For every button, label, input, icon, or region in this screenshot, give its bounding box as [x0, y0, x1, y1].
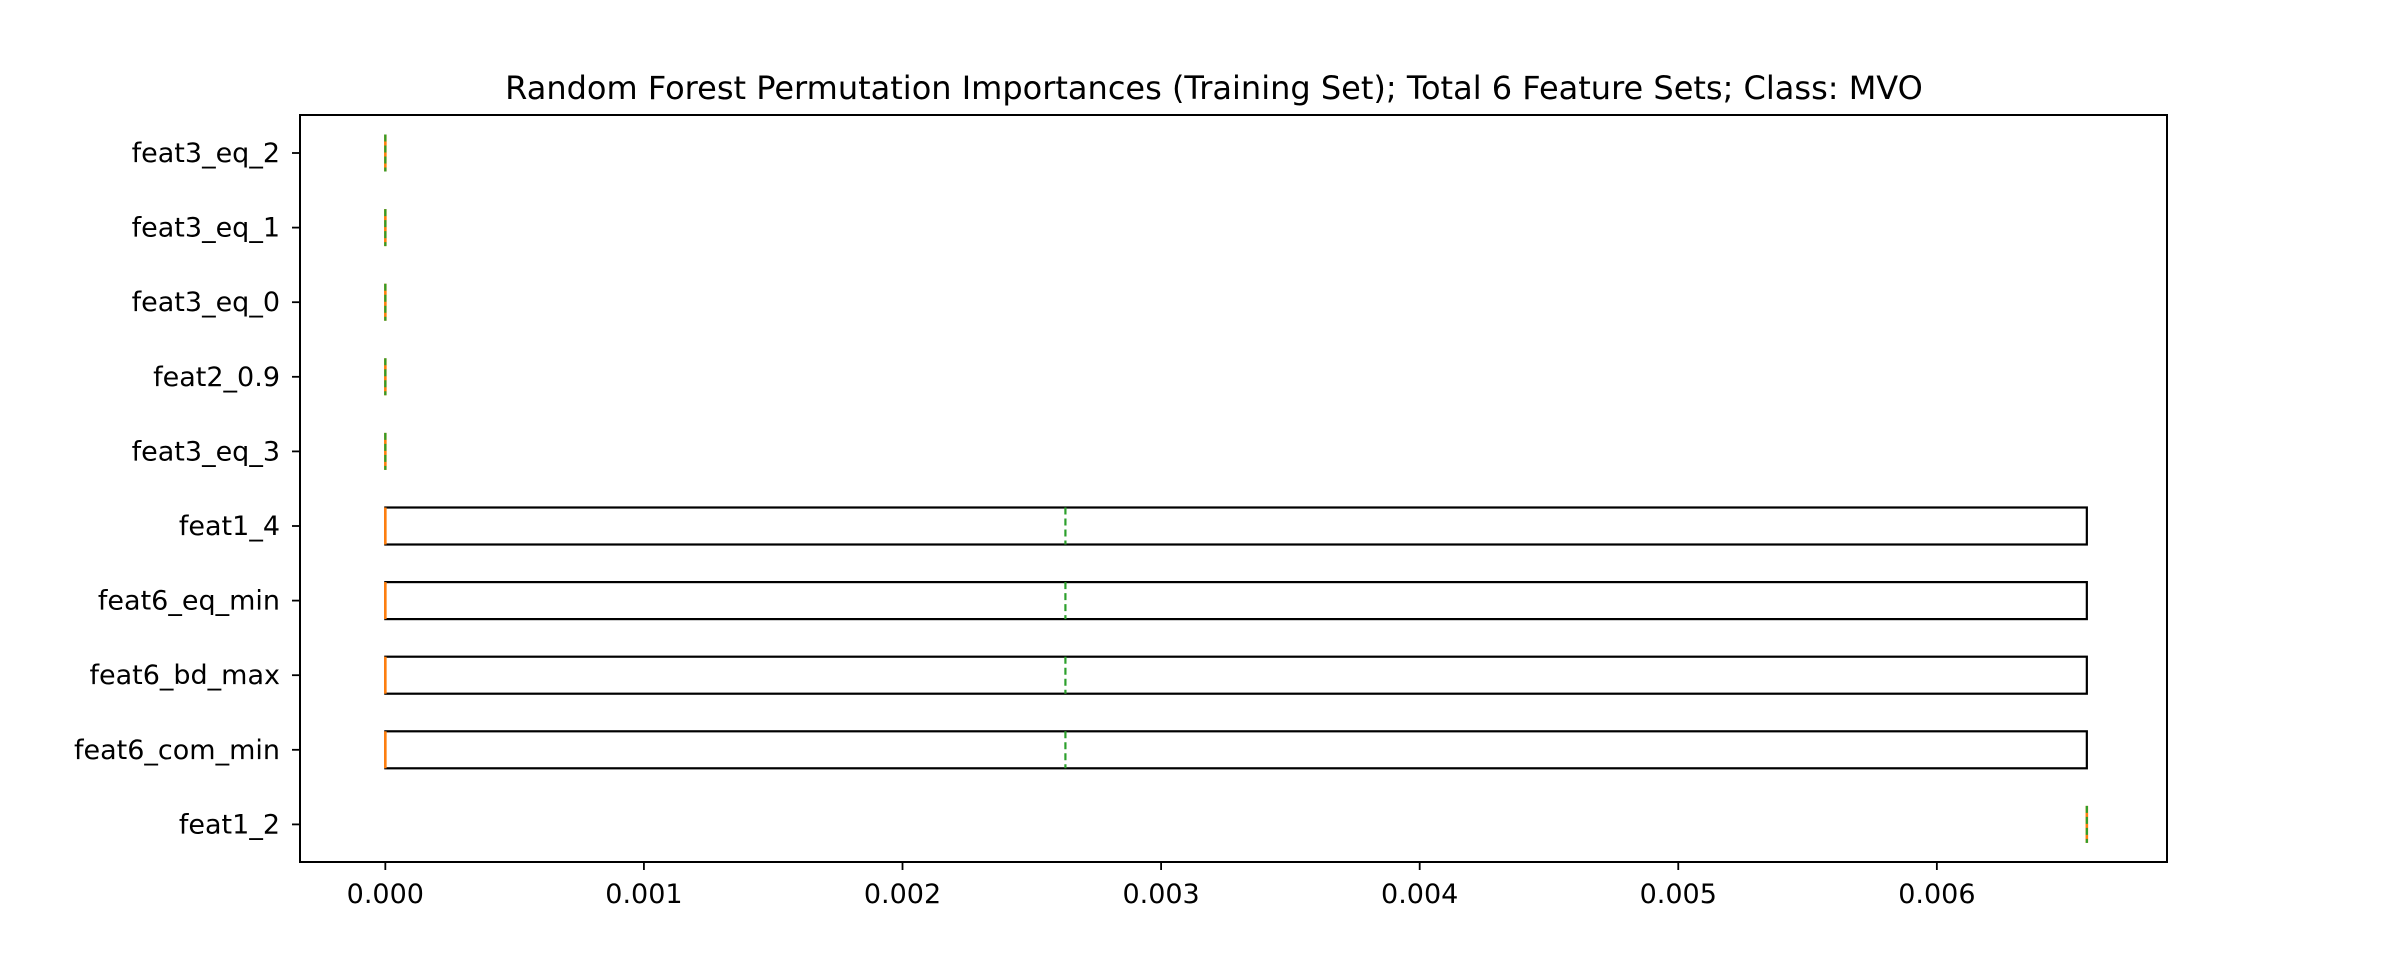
x-tick-label: 0.006	[1898, 879, 1975, 910]
x-axis: 0.000 0.001 0.002 0.003 0.004 0.005 0.006	[347, 862, 1976, 910]
chart-title: Random Forest Permutation Importances (T…	[505, 69, 1923, 107]
y-tick-label: feat1_4	[179, 511, 280, 542]
x-tick-label: 0.004	[1381, 879, 1458, 910]
axes-frame	[299, 114, 2168, 863]
box-feat6_com_min	[384, 730, 2088, 770]
y-tick-label: feat6_com_min	[74, 735, 280, 766]
y-tick-label: feat2_0.9	[153, 362, 280, 393]
box-feat1_4	[384, 506, 2088, 546]
y-tick-label: feat3_eq_3	[132, 436, 280, 467]
y-tick-label: feat3_eq_2	[132, 138, 280, 169]
box-feat6_bd_max	[384, 655, 2088, 695]
x-tick-label: 0.002	[864, 879, 941, 910]
box-feat6_eq_min	[384, 580, 2088, 621]
box-iqr	[384, 655, 2088, 695]
y-tick-label: feat3_eq_1	[132, 213, 280, 244]
box-iqr	[384, 580, 2088, 621]
x-tick-label: 0.000	[347, 879, 424, 910]
y-tick-label: feat6_bd_max	[89, 660, 280, 691]
box-iqr	[384, 506, 2088, 546]
x-tick-label: 0.005	[1640, 879, 1717, 910]
box-iqr	[384, 730, 2088, 770]
y-tick-label: feat3_eq_0	[132, 287, 280, 318]
plot-area	[384, 134, 2089, 843]
y-axis: feat3_eq_2 feat3_eq_1 feat3_eq_0 feat2_0.9f…	[74, 138, 300, 840]
x-tick-label: 0.003	[1122, 879, 1199, 910]
y-tick-label: feat1_2	[179, 809, 280, 840]
x-tick-label: 0.001	[605, 879, 682, 910]
y-tick-label: feat6_eq_min	[98, 586, 280, 617]
